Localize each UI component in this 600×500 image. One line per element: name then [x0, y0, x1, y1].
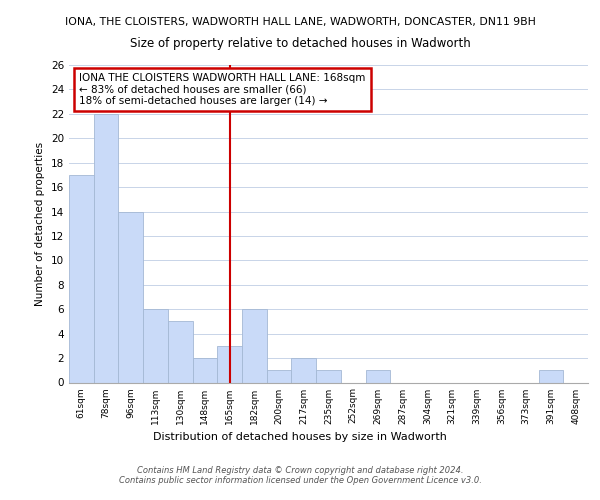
Text: Size of property relative to detached houses in Wadworth: Size of property relative to detached ho…	[130, 38, 470, 51]
Bar	[118, 212, 143, 382]
Text: Distribution of detached houses by size in Wadworth: Distribution of detached houses by size …	[153, 432, 447, 442]
Bar	[69, 175, 94, 382]
Bar	[242, 309, 267, 382]
Bar	[539, 370, 563, 382]
Bar	[193, 358, 217, 382]
Text: IONA THE CLOISTERS WADWORTH HALL LANE: 168sqm
← 83% of detached houses are small: IONA THE CLOISTERS WADWORTH HALL LANE: 1…	[79, 73, 366, 106]
Bar	[365, 370, 390, 382]
Bar	[94, 114, 118, 382]
Text: IONA, THE CLOISTERS, WADWORTH HALL LANE, WADWORTH, DONCASTER, DN11 9BH: IONA, THE CLOISTERS, WADWORTH HALL LANE,…	[65, 18, 535, 28]
Text: Contains HM Land Registry data © Crown copyright and database right 2024.
Contai: Contains HM Land Registry data © Crown c…	[119, 466, 481, 485]
Bar	[267, 370, 292, 382]
Bar	[217, 346, 242, 383]
Bar	[292, 358, 316, 382]
Bar	[316, 370, 341, 382]
Bar	[168, 322, 193, 382]
Bar	[143, 309, 168, 382]
Y-axis label: Number of detached properties: Number of detached properties	[35, 142, 46, 306]
